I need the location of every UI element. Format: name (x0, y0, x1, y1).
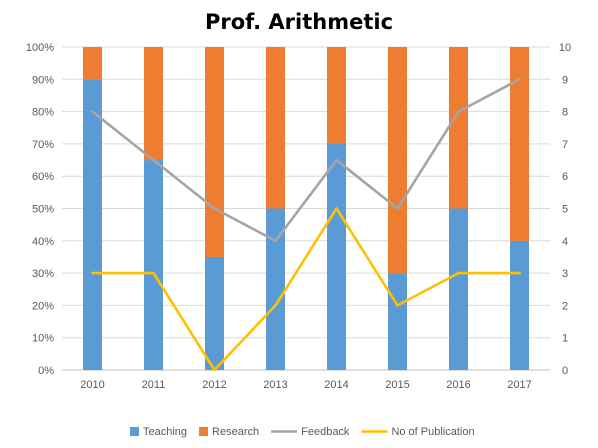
right-tick-label: 5 (562, 204, 568, 216)
series-lines (91, 78, 521, 372)
left-tick-label: 20% (32, 300, 54, 312)
right-tick-label: 6 (562, 171, 568, 183)
bar-research (83, 47, 102, 80)
x-tick-label: 2012 (202, 379, 226, 391)
line-no-of-publication (91, 207, 521, 372)
bar-teaching (144, 160, 163, 370)
left-tick-label: 90% (32, 74, 54, 86)
right-tick-label: 0 (562, 365, 568, 377)
right-axis: 0 1 2 3 4 5 6 7 8 9 10 (559, 42, 571, 377)
legend-label-teaching: Teaching (143, 426, 187, 438)
x-tick-label: 2013 (263, 379, 287, 391)
right-tick-label: 1 (562, 333, 568, 345)
x-tick-label: 2014 (324, 379, 348, 391)
bar-teaching (266, 208, 285, 370)
left-tick-label: 60% (32, 171, 54, 183)
bar-teaching (83, 79, 102, 371)
legend: Teaching Research Feedback No of Publicatio… (130, 426, 475, 438)
x-tick-label: 2015 (385, 379, 409, 391)
x-tick-label: 2010 (80, 379, 104, 391)
x-tick-label: 2011 (142, 379, 166, 391)
bar-research (327, 47, 346, 144)
left-tick-label: 50% (32, 204, 54, 216)
left-tick-label: 30% (32, 268, 54, 280)
right-tick-label: 7 (562, 139, 568, 151)
gridlines (62, 46, 550, 371)
bar-teaching (510, 240, 529, 370)
line-feedback (91, 78, 521, 243)
left-tick-label: 100% (26, 42, 54, 54)
right-tick-label: 8 (562, 107, 568, 119)
bar-research (205, 47, 224, 257)
right-tick-label: 10 (559, 42, 571, 54)
x-axis: 2010 2011 2012 2013 2014 2015 2016 2017 (80, 379, 531, 391)
x-tick-label: 2017 (507, 379, 531, 391)
bar-teaching (205, 256, 224, 370)
left-tick-label: 10% (32, 333, 54, 345)
left-tick-label: 40% (32, 236, 54, 248)
legend-label-feedback: Feedback (301, 426, 350, 438)
legend-label-research: Research (212, 426, 259, 438)
right-tick-label: 2 (562, 300, 568, 312)
bar-research (510, 47, 529, 241)
bar-teaching (449, 208, 468, 370)
left-tick-label: 0% (38, 365, 54, 377)
legend-swatch-research (199, 427, 209, 436)
bar-research (266, 47, 285, 209)
bar-teaching (327, 143, 346, 370)
legend-label-no-of-publication: No of Publication (391, 426, 474, 438)
bar-research (388, 47, 407, 274)
x-tick-label: 2016 (446, 379, 470, 391)
right-tick-label: 3 (562, 268, 568, 280)
bar-research (144, 47, 163, 161)
bar-research (449, 47, 468, 209)
left-axis: 0% 10% 20% 30% 40% 50% 60% 70% 80% 90% 100% (26, 42, 54, 377)
left-tick-label: 70% (32, 139, 54, 151)
right-tick-label: 4 (562, 236, 568, 248)
bar-teaching (388, 273, 407, 370)
left-tick-label: 80% (32, 107, 54, 119)
chart-title: Prof. Arithmetic (204, 10, 394, 34)
right-tick-label: 9 (562, 74, 568, 86)
legend-swatch-teaching (130, 427, 139, 436)
